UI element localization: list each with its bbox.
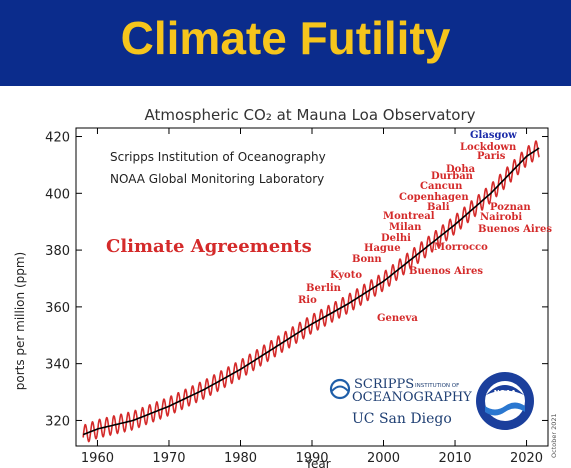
- noaa-logo: NOAA: [476, 372, 534, 430]
- y-tick-label: 360: [45, 301, 70, 316]
- chart-background: [0, 86, 571, 468]
- noaa-wave-icon: [485, 402, 525, 416]
- noaa-bird-icon: [486, 385, 524, 395]
- agreement-label: Durban: [431, 171, 474, 182]
- agreement-label: Buenos Aires: [478, 224, 552, 235]
- date-note: October 2021: [550, 413, 558, 458]
- ucsd-logo-text: UC San Diego: [352, 411, 452, 427]
- subtitle-noaa: NOAA Global Monitoring Laboratory: [110, 172, 324, 186]
- y-tick-label: 340: [45, 358, 70, 373]
- x-tick-label: 2020: [510, 451, 543, 466]
- x-tick-label: 1980: [224, 451, 257, 466]
- agreement-label: Poznan: [490, 202, 531, 213]
- x-axis: 1960 1970 1980 1990 2000 2010 2020: [81, 128, 543, 466]
- monthly-co2-line: [82, 140, 540, 443]
- scripps-name: SCRIPPS: [354, 377, 414, 392]
- noaa-text: NOAA: [494, 389, 517, 397]
- agreement-label: Glasgow: [470, 130, 517, 141]
- scripps-small-text: INSTITUTION OF: [415, 383, 459, 389]
- agreement-label: Bonn: [352, 254, 382, 265]
- co2-chart: Atmospheric CO₂ at Mauna Loa Observatory…: [0, 86, 571, 468]
- x-axis-label: Year: [304, 457, 330, 468]
- y-tick-label: 420: [45, 131, 70, 146]
- plot-area: 1960 1970 1980 1990 2000 2010 2020 320 340 360 38…: [45, 127, 549, 466]
- x-tick-label: 1960: [81, 451, 114, 466]
- x-tick-label: 2010: [438, 451, 471, 466]
- agreement-label: Kyoto: [330, 270, 362, 281]
- agreement-label: Milan: [389, 222, 422, 233]
- agreement-label: Cancun: [420, 181, 463, 192]
- y-tick-label: 320: [45, 414, 70, 429]
- agreement-label: Lockdown: [460, 142, 517, 153]
- chart-title: Atmospheric CO₂ at Mauna Loa Observatory: [144, 106, 475, 124]
- agreement-label: Rio: [298, 295, 317, 306]
- x-tick-label: 2000: [367, 451, 400, 466]
- trend-co2-line: [82, 147, 540, 436]
- scripps-logo: SCRIPPS INSTITUTION OF OCEANOGRAPHY UC S…: [329, 377, 472, 427]
- agreement-label: Copenhagen: [399, 192, 469, 203]
- agreement-label: Buenos Aires: [409, 266, 483, 277]
- agreement-label: Bali: [427, 202, 450, 213]
- x-tick-label: 1990: [295, 451, 328, 466]
- agreement-label: Geneva: [377, 313, 418, 324]
- agreement-label: Paris: [477, 151, 506, 162]
- y-tick-label: 400: [45, 187, 70, 202]
- scripps-emblem-icon: [329, 378, 351, 400]
- y-axis: 320 340 360 380 400 420: [45, 131, 548, 429]
- agreement-label: Hague: [364, 243, 401, 254]
- title-banner: Climate Futility: [0, 0, 571, 86]
- y-tick-label: 380: [45, 244, 70, 259]
- scripps-wave-icon: [331, 385, 349, 392]
- agreement-label: Morrocco: [434, 242, 488, 253]
- y-axis-label: ports per million (ppm): [13, 252, 27, 391]
- agreement-label: Doha: [446, 164, 476, 175]
- banner-title: Climate Futility: [120, 12, 451, 64]
- agreement-label: Berlin: [306, 283, 342, 294]
- subtitle-scripps: Scripps Institution of Oceanography: [110, 150, 326, 164]
- agreement-label: Delhi: [381, 233, 411, 244]
- agreement-label: Nairobi: [480, 212, 522, 223]
- annotation-heading: Climate Agreements: [106, 236, 312, 257]
- x-tick-label: 1970: [152, 451, 185, 466]
- agreement-label: Montreal: [383, 211, 435, 222]
- scripps-oceanography: OCEANOGRAPHY: [352, 390, 472, 405]
